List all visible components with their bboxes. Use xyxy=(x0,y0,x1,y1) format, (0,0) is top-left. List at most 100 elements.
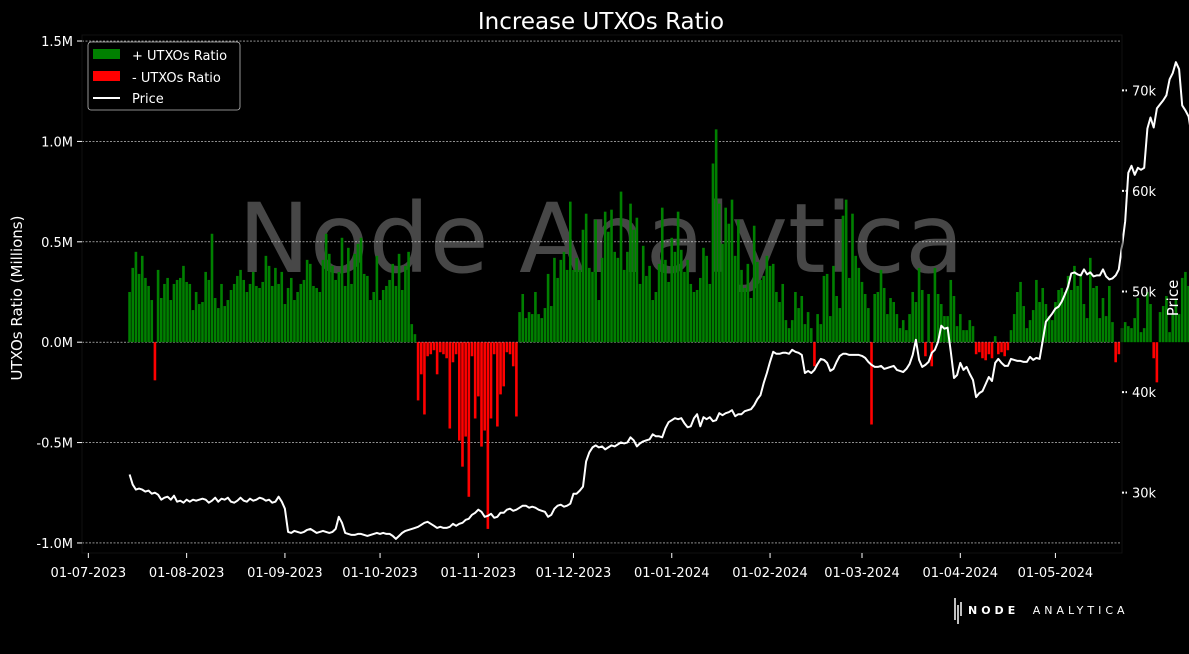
bar-positive xyxy=(819,324,823,343)
bar-positive xyxy=(328,253,331,343)
bar-positive xyxy=(1095,285,1098,343)
bar-positive xyxy=(645,275,648,343)
bar-negative xyxy=(499,342,502,395)
bar-positive xyxy=(1016,291,1019,343)
bar-positive xyxy=(1022,306,1026,343)
bar-positive xyxy=(616,257,620,343)
bar-positive xyxy=(949,279,953,343)
bar-negative xyxy=(416,342,420,401)
bar-positive xyxy=(400,289,404,343)
bar-negative xyxy=(1114,342,1117,363)
bar-positive xyxy=(1031,310,1035,343)
bar-positive xyxy=(321,259,325,343)
bar-positive xyxy=(144,277,147,343)
bar-positive xyxy=(993,336,997,343)
bar-positive xyxy=(318,291,322,343)
bar-positive xyxy=(844,199,848,343)
bar-positive xyxy=(756,261,759,343)
bar-positive xyxy=(540,318,544,343)
bar-positive xyxy=(857,267,861,343)
bar-negative xyxy=(426,342,429,357)
bar-positive xyxy=(781,283,785,343)
bar-positive xyxy=(971,326,975,343)
bar-negative xyxy=(1152,342,1156,359)
bar-positive xyxy=(714,129,718,343)
y-left-tick-label: 0.0M xyxy=(41,336,73,351)
bar-positive xyxy=(901,320,905,343)
bar-positive xyxy=(803,324,807,343)
bar-negative xyxy=(978,342,981,353)
bar-positive xyxy=(914,302,918,343)
bar-positive xyxy=(775,291,778,343)
bar-positive xyxy=(632,229,636,343)
bar-positive xyxy=(1127,326,1130,343)
bar-positive xyxy=(806,312,810,343)
bar-negative xyxy=(467,342,471,497)
bar-positive xyxy=(537,314,540,343)
plot-frame xyxy=(81,34,1123,554)
bar-positive xyxy=(1047,316,1051,343)
bar-positive xyxy=(131,267,135,343)
bar-positive xyxy=(749,298,753,343)
bar-positive xyxy=(226,300,230,343)
bar-positive xyxy=(908,314,911,343)
x-tick-label: 01-05-2024 xyxy=(1018,566,1094,581)
bar-negative xyxy=(997,342,1000,355)
bar-positive xyxy=(641,245,645,343)
bar-positive xyxy=(289,277,293,343)
bar-positive xyxy=(178,277,182,343)
bar-positive xyxy=(733,255,737,343)
bar-positive xyxy=(613,251,616,343)
y-right-tick-label: 60k xyxy=(1132,185,1157,200)
bar-positive xyxy=(867,308,870,343)
bar-positive xyxy=(768,265,772,343)
bar-positive xyxy=(892,302,896,343)
bar-positive xyxy=(394,285,398,343)
bar-positive xyxy=(1025,328,1029,343)
bar-positive xyxy=(679,249,683,343)
legend-swatch-positive xyxy=(93,49,120,59)
bar-positive xyxy=(1133,318,1136,343)
bar-negative xyxy=(1006,342,1010,351)
bar-positive xyxy=(797,308,800,343)
bar-positive xyxy=(385,285,388,343)
bar-negative xyxy=(454,342,458,355)
bar-positive xyxy=(721,243,724,343)
bar-positive xyxy=(258,287,261,343)
bar-negative xyxy=(515,342,518,417)
bar-positive xyxy=(638,283,642,343)
bar-positive xyxy=(1123,322,1127,343)
bar-negative xyxy=(153,342,157,381)
bar-positive xyxy=(1161,306,1165,343)
bar-positive xyxy=(939,304,943,343)
bar-negative xyxy=(442,342,445,355)
legend-label-price: Price xyxy=(132,92,164,107)
bar-negative xyxy=(813,342,816,367)
bar-negative xyxy=(981,342,984,359)
x-tick-label: 01-01-2024 xyxy=(634,566,710,581)
bar-positive xyxy=(194,291,198,343)
bar-positive xyxy=(895,314,899,343)
bar-positive xyxy=(413,334,417,343)
bar-positive xyxy=(809,328,813,343)
bar-positive xyxy=(603,211,607,343)
bar-positive xyxy=(591,271,594,343)
y-right-tick-label: 40k xyxy=(1132,386,1157,401)
bar-negative xyxy=(502,342,506,387)
bar-positive xyxy=(584,213,588,343)
bar-positive xyxy=(1098,318,1102,343)
bar-positive xyxy=(264,255,268,343)
bar-positive xyxy=(308,263,312,343)
bar-positive xyxy=(1180,277,1184,343)
bar-positive xyxy=(182,265,185,343)
bar-negative xyxy=(486,342,490,529)
bar-positive xyxy=(185,281,188,343)
bar-positive xyxy=(1177,314,1181,343)
x-tick-label: 01-07-2023 xyxy=(51,566,127,581)
bar-positive xyxy=(1184,271,1187,343)
bar-positive xyxy=(1139,332,1143,343)
bar-negative xyxy=(448,342,452,429)
bar-positive xyxy=(828,316,832,343)
bar-positive xyxy=(588,267,591,343)
y-left-tick-label: 1.0M xyxy=(41,135,73,150)
